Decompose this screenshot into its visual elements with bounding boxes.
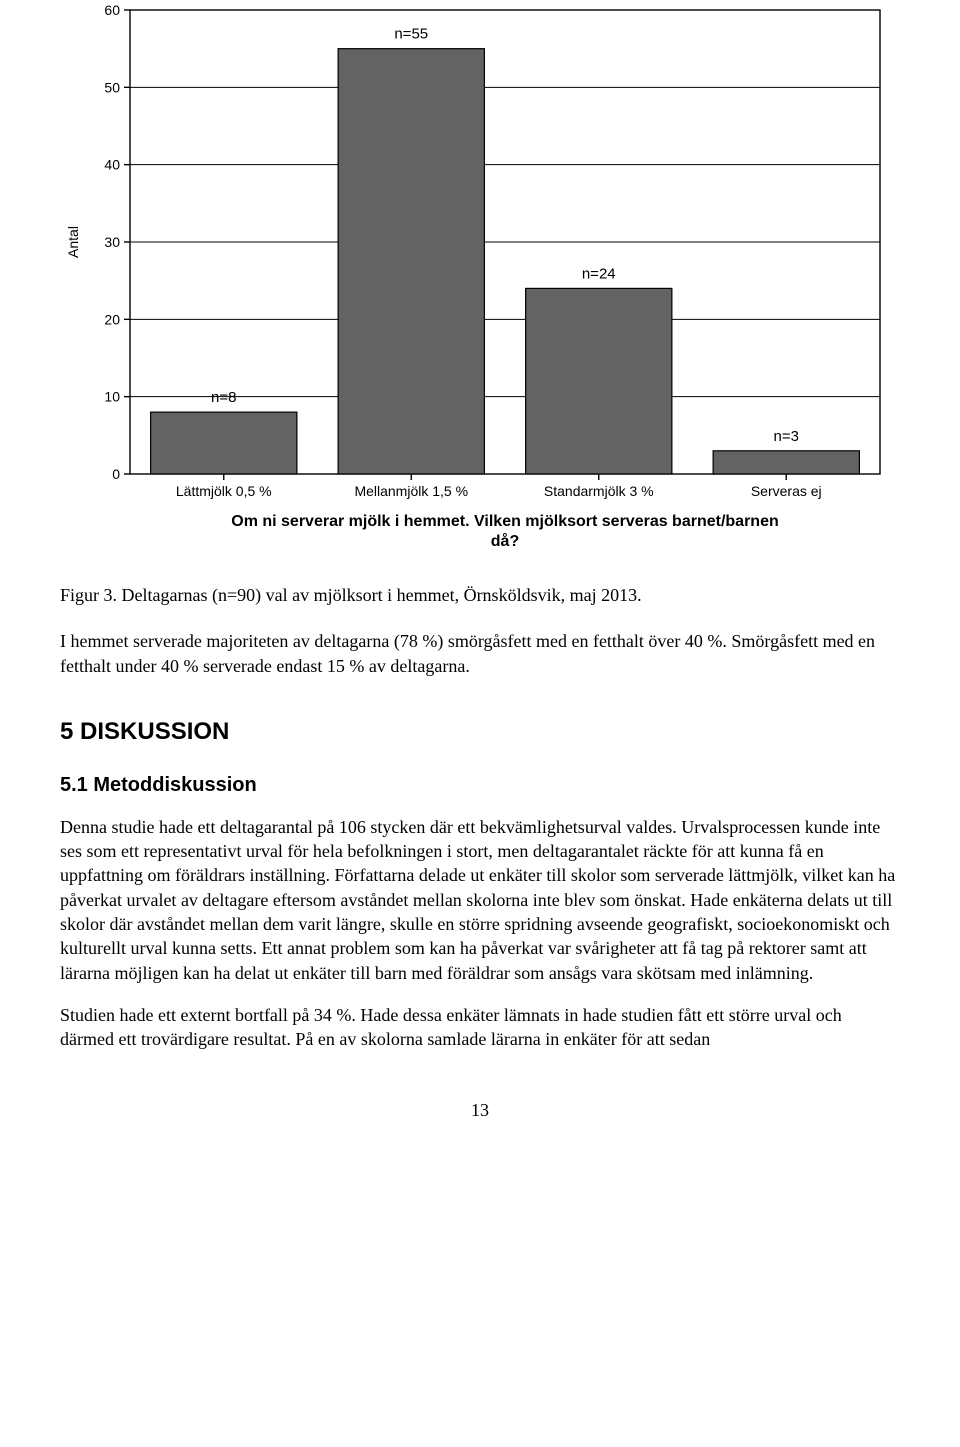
svg-text:20: 20 <box>104 311 120 327</box>
svg-text:10: 10 <box>104 389 120 405</box>
subsection-heading: 5.1 Metoddiskussion <box>60 774 900 797</box>
paragraph-method-1: Denna studie hade ett deltagarantal på 1… <box>60 815 900 985</box>
paragraph-method-2: Studien hade ett externt bortfall på 34 … <box>60 1003 900 1052</box>
section-heading: 5 DISKUSSION <box>60 718 900 746</box>
svg-text:n=24: n=24 <box>582 265 616 282</box>
svg-text:Mellanmjölk 1,5 %: Mellanmjölk 1,5 % <box>354 483 468 499</box>
svg-text:Lättmjölk 0,5 %: Lättmjölk 0,5 % <box>176 483 272 499</box>
svg-text:40: 40 <box>104 157 120 173</box>
svg-text:n=8: n=8 <box>211 389 236 406</box>
svg-text:60: 60 <box>104 2 120 18</box>
svg-text:Serveras ej: Serveras ej <box>751 483 822 499</box>
svg-text:30: 30 <box>104 234 120 250</box>
svg-text:Antal: Antal <box>65 226 81 258</box>
svg-text:Om ni serverar mjölk i hemmet.: Om ni serverar mjölk i hemmet. Vilken mj… <box>231 513 779 530</box>
paragraph-intro: I hemmet serverade majoriteten av deltag… <box>60 629 900 678</box>
svg-text:då?: då? <box>491 532 519 550</box>
chart-svg: 0 10 20 30 40 50 60 Antal n=8 Lättmjölk 0,5 % n=55… <box>60 0 900 560</box>
page-number: 13 <box>60 1100 900 1121</box>
svg-text:n=3: n=3 <box>774 428 799 445</box>
figure-caption: Figur 3. Deltagarnas (n=90) val av mjölk… <box>60 583 900 607</box>
svg-text:Standarmjölk 3 %: Standarmjölk 3 % <box>544 483 654 499</box>
svg-text:50: 50 <box>104 79 120 95</box>
svg-text:0: 0 <box>112 466 120 482</box>
milk-chart: 0 10 20 30 40 50 60 Antal n=8 Lättmjölk 0,5 % n=55… <box>60 0 900 565</box>
svg-text:n=55: n=55 <box>394 26 428 43</box>
